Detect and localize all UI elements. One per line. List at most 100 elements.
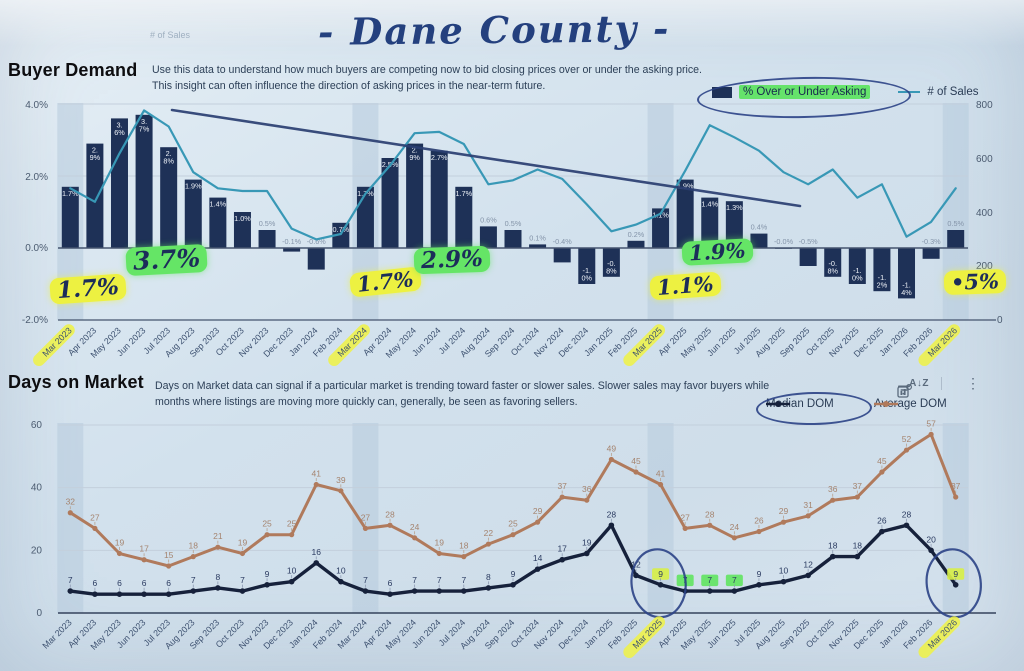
svg-text:29: 29 (533, 506, 543, 516)
days-on-market-title: Days on Market (8, 372, 144, 392)
svg-text:39: 39 (336, 475, 346, 485)
svg-text:37: 37 (557, 481, 567, 491)
svg-text:1.9%: 1.9% (677, 182, 694, 191)
handwritten-annotation: 2.9% (413, 245, 491, 274)
toolbar-divider (941, 377, 942, 390)
svg-text:2.8%: 2. 8% (163, 149, 174, 166)
chart-toolbar: A↓Z ⋮ (897, 375, 980, 398)
svg-text:3.7%: 3. 7% (139, 117, 150, 134)
svg-text:60: 60 (31, 420, 43, 431)
svg-text:27: 27 (680, 512, 690, 522)
svg-text:9: 9 (511, 569, 516, 579)
svg-text:1.7%: 1.7% (62, 189, 79, 198)
svg-text:10: 10 (287, 566, 297, 576)
svg-text:18: 18 (828, 541, 838, 551)
svg-text:18: 18 (189, 541, 199, 551)
svg-text:600: 600 (976, 154, 993, 165)
svg-text:12: 12 (803, 559, 813, 569)
svg-text:-2.0%: -2.0% (22, 315, 48, 326)
average-dom-legend: Average DOM (874, 398, 947, 410)
svg-text:1.7%: 1.7% (455, 189, 472, 198)
svg-text:1.0%: 1.0% (234, 214, 251, 223)
svg-text:-0.4%: -0.4% (553, 237, 573, 246)
svg-text:4.0%: 4.0% (25, 100, 48, 111)
svg-text:32: 32 (66, 497, 76, 507)
svg-text:7: 7 (707, 575, 712, 585)
sort-az-icon[interactable]: A↓Z (909, 378, 929, 389)
svg-text:1.9%: 1.9% (185, 182, 202, 191)
svg-text:0: 0 (997, 315, 1003, 326)
median-dom-legend: Median DOM (766, 398, 834, 410)
svg-text:-1.2%: -1. 2% (877, 273, 888, 290)
svg-text:2.9%: 2. 9% (409, 146, 420, 163)
svg-text:0.5%: 0.5% (947, 219, 964, 228)
svg-text:27: 27 (90, 512, 100, 522)
svg-text:26: 26 (877, 516, 887, 526)
svg-text:19: 19 (582, 537, 592, 547)
svg-text:52: 52 (902, 434, 912, 444)
svg-text:9: 9 (757, 569, 762, 579)
bars-legend-swatch (712, 86, 732, 98)
svg-text:-1.0%: -1. 0% (582, 266, 593, 283)
svg-text:25: 25 (508, 519, 518, 529)
svg-text:16: 16 (312, 547, 322, 557)
more-options-icon[interactable]: ⋮ (966, 375, 980, 391)
svg-text:36: 36 (828, 484, 838, 494)
svg-text:7: 7 (240, 575, 245, 585)
handwritten-annotation: 1.7% (49, 273, 127, 305)
svg-text:1.3%: 1.3% (726, 203, 743, 212)
svg-text:0: 0 (36, 608, 42, 619)
svg-text:21: 21 (213, 531, 223, 541)
svg-text:28: 28 (705, 509, 715, 519)
svg-text:6: 6 (388, 578, 393, 588)
svg-text:10: 10 (336, 566, 346, 576)
svg-text:-1.0%: -1. 0% (852, 266, 863, 283)
svg-text:0.1%: 0.1% (529, 233, 546, 242)
svg-text:57: 57 (926, 418, 936, 428)
svg-text:-1.4%: -1. 4% (901, 280, 912, 297)
svg-text:-0.8%: -0. 8% (827, 259, 838, 276)
median-legend-label: Median DOM (766, 398, 834, 410)
svg-text:8: 8 (486, 572, 491, 582)
svg-text:7: 7 (68, 575, 73, 585)
description-line: This insight can often influence the dir… (152, 79, 546, 92)
handwritten-annotation: 1.1% (649, 271, 722, 300)
svg-text:7: 7 (191, 575, 196, 585)
svg-text:400: 400 (976, 208, 993, 219)
svg-text:7: 7 (732, 575, 737, 585)
description-line: Use this data to understand how much buy… (152, 64, 702, 76)
days-on-market-chart: 60 40 20 0 32 27 19 17 15 18 21 19 25 25 41 39 27 28 24 19 1… (31, 418, 996, 658)
sales-legend-label: # of Sales (927, 86, 979, 98)
bars-legend-label: % Over or Under Asking (739, 85, 871, 99)
svg-text:-0.0%: -0.0% (774, 237, 794, 246)
svg-text:14: 14 (533, 553, 543, 563)
svg-text:40: 40 (31, 483, 43, 494)
svg-text:0.6%: 0.6% (480, 215, 497, 224)
buyer-demand-legend: % Over or Under Asking # of Sales (712, 85, 979, 99)
svg-text:2.7%: 2.7% (431, 153, 448, 162)
cropped-legend-text: # of Sales (150, 30, 191, 40)
svg-text:24: 24 (730, 522, 740, 532)
svg-text:0.5%: 0.5% (505, 219, 522, 228)
svg-text:800: 800 (976, 100, 993, 111)
svg-text:0.2%: 0.2% (628, 230, 645, 239)
svg-text:6: 6 (166, 578, 171, 588)
svg-text:45: 45 (877, 456, 887, 466)
svg-text:17: 17 (557, 544, 567, 554)
svg-text:0.5%: 0.5% (259, 219, 276, 228)
svg-text:6: 6 (117, 578, 122, 588)
svg-text:2.9%: 2. 9% (90, 146, 101, 163)
svg-text:7: 7 (363, 575, 368, 585)
svg-text:8: 8 (215, 572, 220, 582)
svg-text:19: 19 (434, 537, 444, 547)
svg-text:20: 20 (31, 545, 43, 556)
svg-text:28: 28 (607, 509, 617, 519)
svg-text:7: 7 (412, 575, 417, 585)
svg-text:-0.1%: -0.1% (282, 237, 302, 246)
svg-text:25: 25 (287, 519, 297, 529)
svg-text:20: 20 (926, 534, 936, 544)
svg-text:37: 37 (853, 481, 863, 491)
svg-text:-0.8%: -0. 8% (606, 259, 617, 276)
svg-text:37: 37 (951, 481, 961, 491)
